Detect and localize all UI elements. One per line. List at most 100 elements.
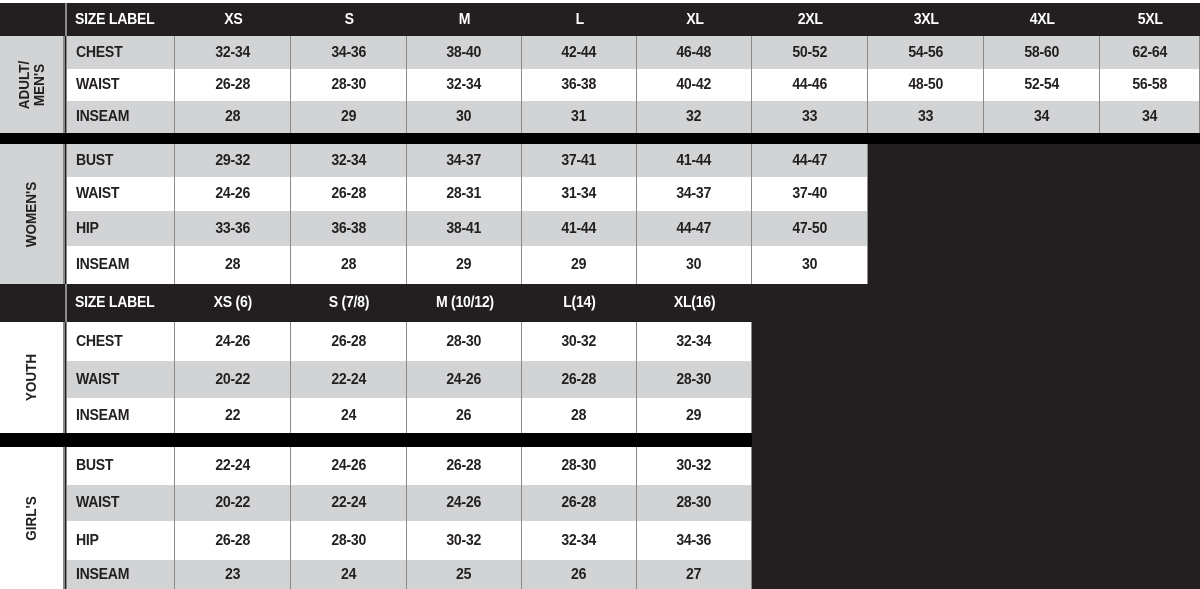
measurement-label-text: CHEST — [76, 43, 123, 61]
size-value: 41-44 — [522, 211, 637, 246]
measurement-label: WAIST — [66, 177, 175, 211]
size-value-text: 34 — [1033, 108, 1050, 125]
group-label: GIRL'S — [23, 496, 40, 540]
size-value: 28-30 — [637, 485, 752, 521]
size-value-text: 38-41 — [446, 219, 482, 237]
measurement-label-text: HIP — [76, 219, 99, 237]
size-value: 26-28 — [175, 69, 291, 101]
size-value-text: 24-26 — [446, 370, 482, 388]
size-value-text: 33 — [801, 108, 818, 125]
size-value: 33-36 — [175, 211, 291, 246]
size-value-text: 26-28 — [561, 370, 597, 388]
size-value-text: 44-46 — [792, 76, 827, 93]
group-label-cell: WOMEN'S — [0, 144, 65, 284]
size-value-text: 28-30 — [676, 370, 712, 388]
size-value: 32-34 — [175, 36, 291, 69]
size-value-text: 26-28 — [561, 494, 597, 511]
size-value-text: 29-32 — [215, 151, 250, 169]
measurement-label: HIP — [66, 521, 175, 560]
size-value-text: 37-40 — [792, 185, 827, 202]
size-header: M (10/12) — [407, 284, 522, 322]
size-header-text: 3XL — [913, 10, 939, 28]
size-value-text: 28 — [224, 108, 241, 125]
size-value-text: 38-40 — [446, 43, 482, 61]
measurement-label-text: WAIST — [76, 370, 120, 388]
size-header: S (7/8) — [291, 284, 407, 322]
size-value: 26-28 — [522, 485, 637, 521]
measurement-label-text: WAIST — [76, 494, 120, 511]
size-value-text: 52-54 — [1024, 76, 1059, 93]
size-value: 30-32 — [407, 521, 522, 560]
size-value-text: 36-38 — [331, 219, 366, 237]
size-value: 26 — [407, 398, 522, 433]
size-header-text: XL(16) — [673, 294, 716, 311]
size-value: 20-22 — [175, 361, 291, 398]
size-value: 30 — [637, 246, 752, 284]
size-value-text: 26-28 — [215, 531, 250, 549]
size-value: 24-26 — [407, 485, 522, 521]
size-value: 28 — [522, 398, 637, 433]
size-value: 24 — [291, 560, 407, 589]
size-value: 36-38 — [522, 69, 637, 101]
measurement-label: CHEST — [66, 36, 175, 69]
size-value-text: 54-56 — [908, 43, 943, 61]
measurement-label: HIP — [66, 211, 175, 246]
size-value-text: 31 — [571, 108, 587, 125]
section-divider — [0, 433, 752, 447]
size-header: L — [522, 3, 637, 36]
size-value: 26-28 — [407, 447, 522, 485]
size-value: 28 — [291, 246, 407, 284]
size-value: 56-58 — [1100, 69, 1200, 101]
size-value-text: 25 — [456, 565, 472, 583]
size-header: M — [407, 3, 522, 36]
size-value-text: 30-32 — [676, 457, 712, 474]
size-value-text: 41-44 — [561, 219, 597, 237]
size-value: 26-28 — [522, 361, 637, 398]
size-value: 29 — [291, 101, 407, 133]
size-value-text: 28 — [224, 256, 241, 273]
size-value-text: 29 — [456, 256, 472, 273]
size-header-text: 2XL — [797, 10, 823, 28]
size-chart: SIZE LABEL XS S M L XL 2XL 3XL 4XL 5XL SIZE LABEL X… — [0, 3, 1200, 589]
size-value-text: 22-24 — [215, 457, 250, 474]
size-value-text: 28-31 — [446, 185, 482, 202]
size-value: 30-32 — [522, 322, 637, 361]
size-value: 20-22 — [175, 485, 291, 521]
measurement-label: BUST — [66, 144, 175, 177]
group-label-line: YOUTH — [23, 353, 40, 402]
size-value: 31-34 — [522, 177, 637, 211]
size-value-text: 26 — [456, 406, 472, 424]
group-label-line: WOMEN'S — [23, 181, 41, 247]
size-header: XS (6) — [175, 284, 291, 322]
size-value-text: 32-34 — [561, 531, 597, 549]
group-label: ADULT/MEN'S — [15, 60, 47, 109]
size-value: 26-28 — [291, 322, 407, 361]
size-header: XL(16) — [637, 284, 752, 322]
size-value-text: 30-32 — [561, 332, 597, 350]
size-value-text: 32 — [686, 108, 702, 125]
size-value: 46-48 — [637, 36, 752, 69]
size-header-text: 4XL — [1029, 10, 1055, 28]
size-value: 44-46 — [752, 69, 868, 101]
size-value-text: 24-26 — [215, 185, 250, 202]
size-value-text: 28-30 — [331, 76, 366, 93]
size-value: 24-26 — [407, 361, 522, 398]
size-value-text: 40-42 — [676, 76, 712, 93]
size-value: 26 — [522, 560, 637, 589]
size-value: 28-31 — [407, 177, 522, 211]
size-value: 30 — [752, 246, 868, 284]
size-value: 48-50 — [868, 69, 984, 101]
size-header: S — [291, 3, 407, 36]
size-value-text: 22 — [224, 406, 241, 424]
size-value: 44-47 — [637, 211, 752, 246]
size-value: 30 — [407, 101, 522, 133]
size-value-text: 28-30 — [676, 494, 712, 511]
size-value-text: 27 — [686, 565, 702, 583]
size-value: 28-30 — [637, 361, 752, 398]
size-value: 22-24 — [291, 361, 407, 398]
size-value-text: 32-34 — [676, 332, 712, 350]
size-value: 29-32 — [175, 144, 291, 177]
size-value: 28-30 — [407, 322, 522, 361]
size-value-text: 26-28 — [215, 76, 250, 93]
size-value-text: 29 — [686, 406, 702, 424]
